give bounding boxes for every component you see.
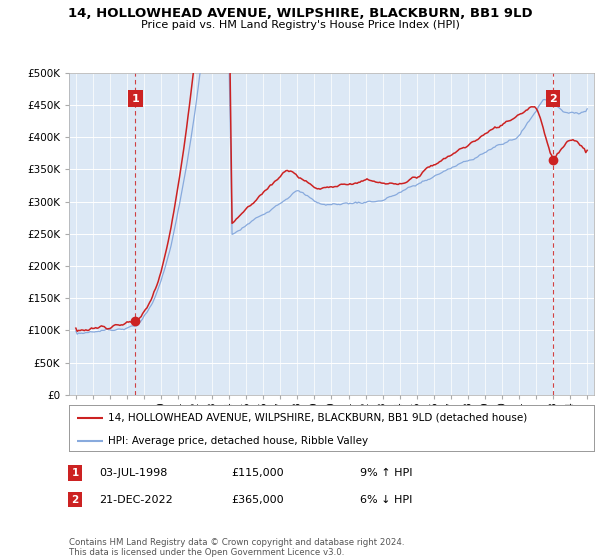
Text: 14, HOLLOWHEAD AVENUE, WILPSHIRE, BLACKBURN, BB1 9LD (detached house): 14, HOLLOWHEAD AVENUE, WILPSHIRE, BLACKB… <box>109 413 527 423</box>
Text: 21-DEC-2022: 21-DEC-2022 <box>99 494 173 505</box>
Text: £365,000: £365,000 <box>231 494 284 505</box>
Text: 2: 2 <box>71 494 79 505</box>
Text: 03-JUL-1998: 03-JUL-1998 <box>99 468 167 478</box>
Text: 9% ↑ HPI: 9% ↑ HPI <box>360 468 413 478</box>
Text: 6% ↓ HPI: 6% ↓ HPI <box>360 494 412 505</box>
Text: 2: 2 <box>549 94 557 104</box>
Text: 1: 1 <box>71 468 79 478</box>
Text: Contains HM Land Registry data © Crown copyright and database right 2024.
This d: Contains HM Land Registry data © Crown c… <box>69 538 404 557</box>
Text: 1: 1 <box>131 94 139 104</box>
Text: HPI: Average price, detached house, Ribble Valley: HPI: Average price, detached house, Ribb… <box>109 436 368 446</box>
Text: Price paid vs. HM Land Registry's House Price Index (HPI): Price paid vs. HM Land Registry's House … <box>140 20 460 30</box>
Text: £115,000: £115,000 <box>231 468 284 478</box>
Text: 14, HOLLOWHEAD AVENUE, WILPSHIRE, BLACKBURN, BB1 9LD: 14, HOLLOWHEAD AVENUE, WILPSHIRE, BLACKB… <box>68 7 532 20</box>
